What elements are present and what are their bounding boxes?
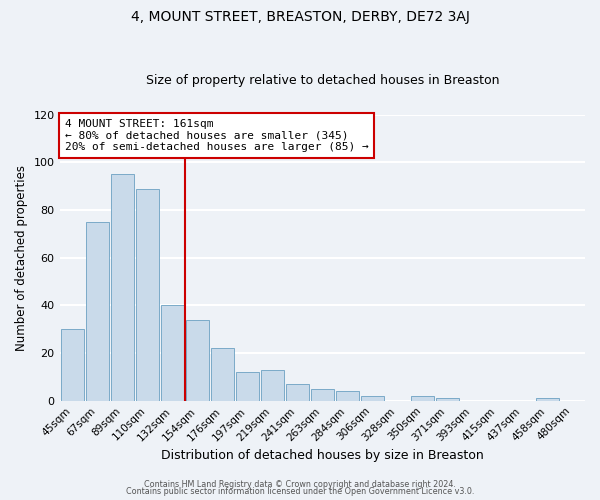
Bar (411, 396, 434, 401)
Bar (336, 392, 359, 401)
Bar (61, 330, 83, 401)
Bar (361, 396, 384, 401)
Text: 4 MOUNT STREET: 161sqm
← 80% of detached houses are smaller (345)
20% of semi-de: 4 MOUNT STREET: 161sqm ← 80% of detached… (65, 119, 368, 152)
Bar (185, 320, 209, 401)
Y-axis label: Number of detached properties: Number of detached properties (15, 164, 28, 350)
Text: Contains public sector information licensed under the Open Government Licence v3: Contains public sector information licen… (126, 488, 474, 496)
Bar (211, 348, 233, 401)
Bar (436, 398, 459, 401)
Bar (161, 306, 184, 401)
Bar (136, 188, 158, 401)
Title: Size of property relative to detached houses in Breaston: Size of property relative to detached ho… (146, 74, 499, 87)
Bar (536, 398, 559, 401)
Bar (110, 174, 134, 401)
Bar (86, 222, 109, 401)
Bar (261, 370, 284, 401)
Text: 4, MOUNT STREET, BREASTON, DERBY, DE72 3AJ: 4, MOUNT STREET, BREASTON, DERBY, DE72 3… (131, 10, 469, 24)
Text: Contains HM Land Registry data © Crown copyright and database right 2024.: Contains HM Land Registry data © Crown c… (144, 480, 456, 489)
Bar (286, 384, 309, 401)
X-axis label: Distribution of detached houses by size in Breaston: Distribution of detached houses by size … (161, 450, 484, 462)
Bar (311, 389, 334, 401)
Bar (236, 372, 259, 401)
